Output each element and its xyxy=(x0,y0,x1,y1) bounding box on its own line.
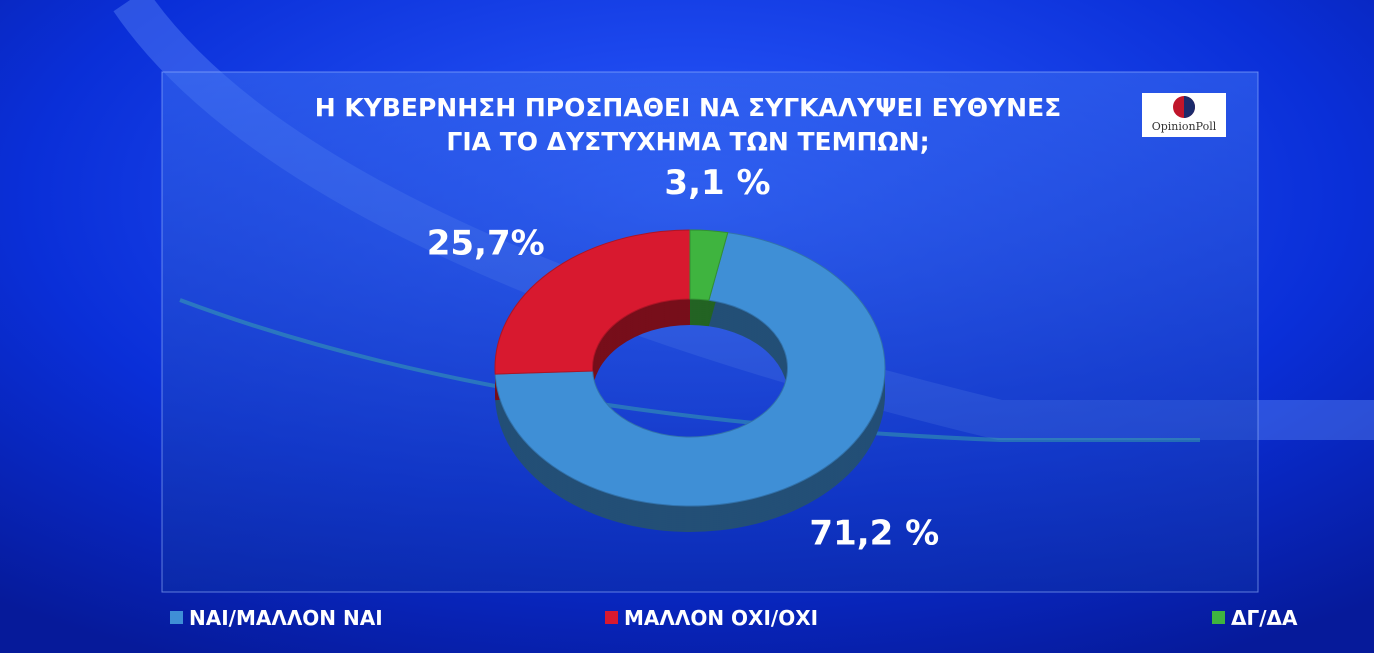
chart-title: ΓΙΑ ΤΟ ΔΥΣΤΥΧΗΜΑ ΤΩΝ ΤΕΜΠΩΝ; xyxy=(446,127,929,156)
legend-label: ΜΑΛΛΟΝ ΟΧΙ/ΟΧΙ xyxy=(624,606,818,630)
legend-swatch xyxy=(605,611,618,624)
chart-title: Η ΚΥΒΕΡΝΗΣΗ ΠΡΟΣΠΑΘΕΙ ΝΑ ΣΥΓΚΑΛΥΨΕΙ ΕΥΘΥ… xyxy=(315,93,1061,122)
legend-label: ΝΑΙ/ΜΑΛΛΟΝ ΝΑΙ xyxy=(189,606,383,630)
data-label: 71,2 % xyxy=(809,514,939,554)
legend-swatch xyxy=(1212,611,1225,624)
slice xyxy=(689,229,729,301)
logo-icon xyxy=(1184,96,1195,118)
slice xyxy=(494,229,691,375)
slice xyxy=(494,232,886,507)
data-label: 25,7% xyxy=(427,224,545,264)
logo-text: OpinionPoll xyxy=(1152,120,1217,133)
legend-label: ΔΓ/ΔΑ xyxy=(1231,606,1298,630)
legend-swatch xyxy=(170,611,183,624)
data-label: 3,1 % xyxy=(664,163,770,203)
